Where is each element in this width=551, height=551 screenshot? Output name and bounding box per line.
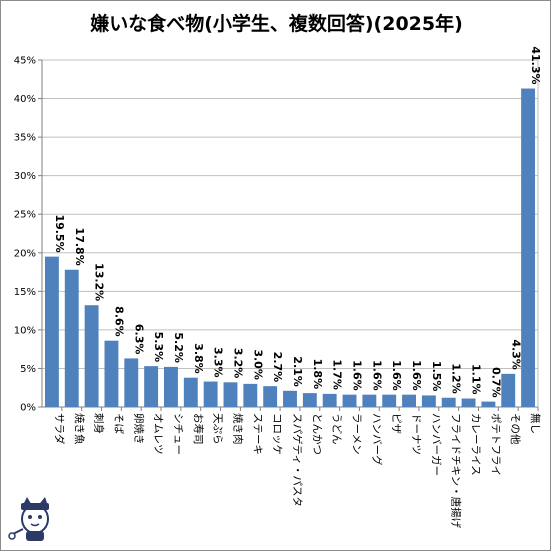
- bar: [84, 305, 99, 407]
- x-tick-label: シチュー: [172, 413, 184, 455]
- bar: [402, 394, 416, 407]
- x-tick-label: とんかつ: [311, 413, 323, 455]
- data-label: 1.6%: [410, 360, 423, 391]
- bar: [164, 366, 178, 407]
- x-tick-label: 天ぷら: [212, 413, 224, 445]
- data-label: 2.1%: [291, 356, 304, 387]
- chart-title: 嫌いな食べ物(小学生、複数回答)(2025年): [90, 13, 463, 35]
- bar: [501, 373, 516, 407]
- bar: [421, 395, 436, 407]
- x-tick-label: 焼き魚: [73, 413, 86, 445]
- data-label: 2.7%: [271, 352, 284, 383]
- x-tick-label: ステーキ: [251, 413, 263, 455]
- bar: [263, 386, 278, 407]
- x-tick-label: そば: [112, 413, 124, 434]
- data-label: 1.6%: [351, 360, 364, 391]
- data-label: 13.2%: [93, 263, 106, 301]
- data-label: 3.0%: [251, 349, 264, 380]
- bar: [302, 393, 317, 407]
- bar: [44, 256, 59, 407]
- bar: [104, 340, 119, 407]
- data-label: 1.1%: [470, 364, 483, 395]
- x-tick-label: ピザ: [390, 413, 402, 434]
- bar: [362, 394, 377, 407]
- bar: [124, 358, 139, 407]
- x-tick-label: コロッケ: [271, 413, 283, 455]
- x-tick-label: 卵焼き: [132, 413, 144, 445]
- y-tick-label: 5%: [20, 364, 36, 375]
- x-tick-label: ハンバーグ: [370, 413, 383, 466]
- y-tick-label: 0%: [20, 403, 36, 414]
- bar: [223, 382, 238, 407]
- data-label: 3.2%: [231, 348, 244, 379]
- x-tick-label: ラーメン: [351, 413, 363, 455]
- x-tick-label: その他: [509, 413, 522, 445]
- bar: [441, 397, 456, 407]
- y-tick-label: 30%: [14, 171, 36, 182]
- x-tick-label: 無し: [529, 413, 542, 434]
- y-tick-label: 20%: [14, 248, 36, 259]
- bar: [203, 381, 218, 407]
- x-tick-label: お寿司: [192, 413, 205, 445]
- x-tick-label: ポテトフライ: [489, 413, 501, 476]
- x-tick-label: ハンバーガー: [430, 413, 442, 476]
- data-label: 1.2%: [450, 363, 463, 394]
- x-tick-label: ドーナツ: [410, 413, 422, 455]
- bar: [481, 401, 496, 407]
- bar: [322, 393, 337, 407]
- x-tick-label: フライドチキン・唐揚げ: [450, 413, 463, 529]
- x-tick-label: オムレツ: [152, 413, 164, 455]
- y-tick-label: 40%: [14, 94, 36, 105]
- bar: [521, 88, 536, 407]
- bar: [283, 390, 297, 407]
- data-label: 17.8%: [73, 228, 86, 266]
- y-tick-label: 35%: [14, 133, 36, 144]
- x-tick-label: 刺身: [93, 413, 106, 434]
- data-label: 3.8%: [192, 343, 205, 374]
- y-tick-label: 45%: [14, 56, 36, 67]
- plot-area: [42, 60, 538, 407]
- data-label: 3.3%: [212, 347, 225, 378]
- data-label: 5.2%: [172, 332, 185, 363]
- data-label: 1.8%: [311, 359, 324, 390]
- bar: [64, 269, 79, 407]
- data-label: 19.5%: [53, 214, 66, 252]
- data-label: 1.7%: [331, 359, 344, 390]
- x-tick-label: サラダ: [53, 413, 66, 445]
- bar: [243, 383, 258, 407]
- data-label: 5.3%: [152, 332, 165, 363]
- bar: [342, 394, 357, 407]
- data-label: 1.5%: [430, 361, 443, 392]
- data-label: 0.7%: [489, 367, 502, 398]
- bar: [461, 398, 476, 407]
- data-label: 6.3%: [132, 324, 145, 355]
- bar: [382, 394, 397, 407]
- data-label: 4.3%: [509, 339, 522, 370]
- bar: [144, 366, 159, 407]
- x-tick-label: 焼き肉: [231, 413, 244, 445]
- mascot-logo: [8, 497, 49, 541]
- data-label: 1.6%: [390, 360, 403, 391]
- x-tick-label: うどん: [331, 413, 343, 445]
- y-tick-label: 10%: [14, 325, 36, 336]
- y-tick-label: 25%: [14, 210, 36, 221]
- bar: [183, 377, 198, 407]
- x-tick-label: カレーライス: [470, 413, 482, 476]
- data-label: 8.6%: [112, 306, 125, 337]
- data-label: 1.6%: [370, 360, 383, 391]
- data-label: 41.3%: [529, 46, 542, 84]
- x-tick-label: スパゲティ・パスタ: [291, 413, 303, 507]
- y-tick-label: 15%: [14, 287, 36, 298]
